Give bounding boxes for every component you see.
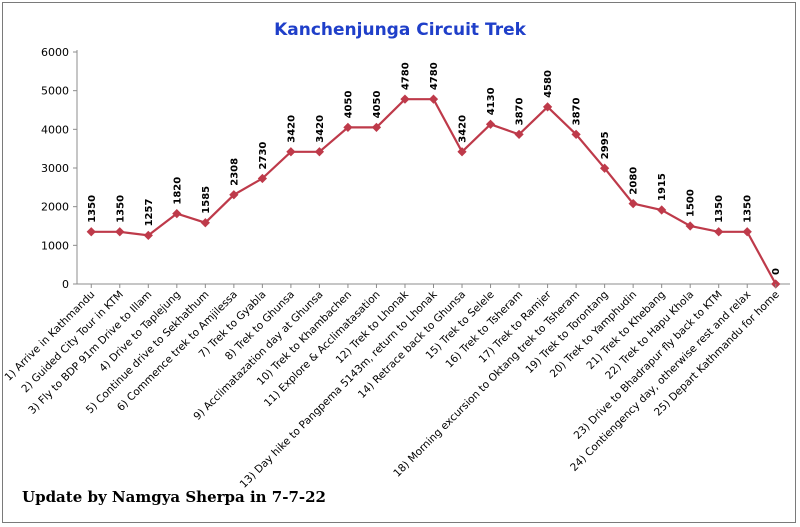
data-label: 1500 (686, 189, 697, 217)
data-label: 4780 (429, 62, 440, 90)
y-tick-label: 3000 (41, 162, 69, 175)
y-tick-label: 2000 (41, 201, 69, 214)
y-axis-ticks: 0 1000 2000 3000 4000 5000 6000 (41, 46, 77, 291)
data-label: 0 (771, 268, 782, 275)
data-label: 1350 (115, 195, 126, 223)
data-point (485, 119, 496, 129)
data-point (172, 209, 182, 219)
data-point (571, 129, 581, 139)
data-point (115, 227, 125, 237)
y-tick-label: 5000 (41, 85, 69, 98)
data-labels: 1350 1350 1257 1820 1585 2308 2730 3420 3420 4050… (87, 62, 782, 275)
data-point (86, 227, 96, 237)
data-point (542, 102, 553, 112)
data-label: 4780 (400, 62, 411, 90)
y-tick-label: 0 (62, 278, 69, 291)
data-label: 3870 (515, 97, 526, 125)
data-point (286, 147, 296, 157)
data-point (599, 163, 610, 173)
data-point (457, 147, 467, 157)
data-point (628, 198, 638, 209)
data-point (314, 147, 325, 157)
data-point (685, 221, 695, 231)
data-label: 2080 (629, 167, 640, 195)
data-point (257, 173, 268, 184)
data-point (371, 122, 382, 133)
data-label: 1585 (201, 186, 212, 214)
data-label: 1350 (87, 195, 98, 223)
data-point (143, 230, 153, 241)
y-tick-label: 1000 (41, 239, 69, 252)
data-point (428, 94, 439, 104)
data-point (514, 129, 524, 139)
data-label: 3870 (572, 97, 583, 125)
y-tick-label: 6000 (41, 46, 69, 59)
data-point (742, 227, 752, 237)
data-label: 1350 (743, 195, 754, 223)
data-point (229, 190, 239, 200)
data-label: 1350 (714, 195, 725, 223)
data-point (657, 205, 667, 215)
data-label: 1915 (657, 173, 668, 201)
series-line (91, 98, 777, 285)
data-point (714, 227, 724, 237)
data-point (343, 122, 353, 133)
data-label: 4050 (343, 91, 354, 119)
series-polyline (91, 98, 777, 285)
data-label: 3420 (286, 115, 297, 143)
data-label: 2730 (258, 142, 269, 170)
y-tick-label: 4000 (41, 123, 69, 136)
data-points (86, 94, 781, 289)
data-label: 4580 (543, 70, 554, 98)
data-label: 3420 (458, 115, 469, 143)
chart-title: Kanchenjunga Circuit Trek (274, 20, 527, 40)
data-label: 1820 (172, 177, 183, 205)
data-label: 1257 (144, 199, 155, 227)
data-point (200, 218, 210, 228)
footer-note: Update by Namgya Sherpa in 7-7-22 (22, 488, 326, 506)
data-label: 4050 (372, 91, 383, 119)
data-label: 3420 (315, 115, 326, 143)
data-point (400, 94, 410, 104)
data-label: 2308 (229, 158, 240, 186)
data-label: 2995 (600, 131, 611, 159)
data-label: 4130 (486, 87, 497, 115)
